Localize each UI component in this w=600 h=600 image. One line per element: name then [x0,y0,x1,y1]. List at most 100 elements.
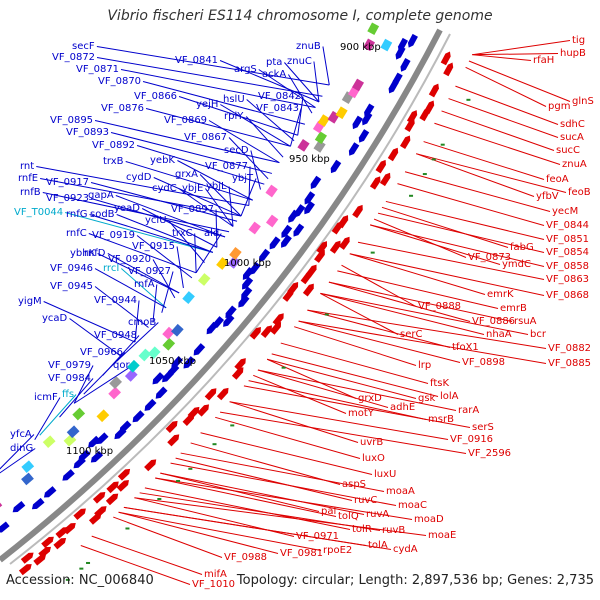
gene-arrow-plus [0,521,10,533]
gene-arrow-minus [20,552,34,564]
leader-line [160,472,320,512]
leader-line [434,122,561,165]
leader-line [161,271,174,313]
leader-line [40,178,242,217]
map-title: Vibrio fischeri ES114 chromosome I, comp… [107,8,493,24]
leader-line [423,141,545,180]
gene-label: nhaA [486,329,512,340]
gene-arrow-minus [369,176,381,190]
gene-arrow-plus [88,435,101,448]
leader-line [258,69,316,108]
gene-arrow-minus [231,367,244,380]
gene-arrow-plus [397,37,409,52]
gene-arrow-plus [362,111,373,126]
gene-label: tolA [368,540,388,551]
gene-label: aspS [342,479,366,490]
leader-line [287,74,313,114]
annotation-block [248,221,261,235]
leader-line [118,511,322,551]
leader-line [91,535,203,575]
gene-label: tolQ [338,511,359,522]
tick-mark [422,173,427,176]
gene-label: trxC [172,228,193,239]
gene-label: VF_0872 [52,52,95,63]
gene-arrow-plus [259,248,271,262]
tick-mark [86,561,91,564]
annotation-block [229,247,242,260]
leader-line [328,281,471,322]
annotation-block [297,139,310,152]
gene-arrow-minus [352,204,363,219]
leader-line [448,98,559,138]
gene-label: VF_0888 [418,301,461,312]
gene-label: VF_2596 [468,448,511,459]
gene-label: pta [266,57,282,68]
leader-line [134,497,427,536]
leader-line [381,206,509,248]
leader-line [177,160,253,201]
leader-line [220,104,291,147]
gene-arrow-plus [281,224,293,238]
leader-line [257,369,389,408]
gene-arrow-minus [117,468,131,481]
annotation-block [0,499,3,512]
gene-arrow-minus [73,508,86,521]
leader-line [219,411,467,454]
leader-line [120,268,167,309]
gene-label: VF_0944 [94,295,137,306]
gene-arrow-minus [269,321,282,335]
leader-line [152,259,176,299]
gene-label: dinG [10,443,33,454]
leader-line [113,516,223,558]
gene-label: ybjT [232,173,254,184]
gene-label: VF_0842 [258,91,301,102]
leader-line [385,200,545,240]
leader-line [34,397,61,440]
annotation-block [21,472,34,486]
gene-label: VF_0971 [296,531,339,542]
gene-label: VF_0920 [108,254,151,265]
leader-line [199,174,242,217]
gene-arrow-minus [337,215,349,229]
gene-label: tig [572,35,585,46]
gene-label: moaA [386,486,415,497]
gene-label: uvrB [360,437,383,448]
gene-arrow-minus [197,404,210,417]
gene-arrow-plus [310,175,322,190]
gene-label: VF_0870 [98,76,141,87]
gene-label: VF_0895 [50,115,93,126]
leader-line [80,545,191,585]
gene-label: yebK [150,155,175,166]
gene-label: moaC [398,500,427,511]
tick-label: 1050 kbp [149,356,196,367]
leader-line [280,342,429,384]
gene-arrow-plus [294,204,306,218]
gene-label: VF_0867 [184,132,227,143]
leader-line [134,300,140,343]
gene-arrow-plus [281,234,292,248]
gene-label: VF_T0044 [14,207,63,218]
gene-arrow-plus [152,372,165,385]
gene-label: ald [204,228,219,239]
gene-arrow-minus [41,536,54,549]
leader-line [160,472,365,515]
tick-mark [370,251,375,254]
gene-label: yigM [18,296,42,307]
gene-label: msrB [428,414,454,425]
gene-arrow-minus [272,313,284,327]
gene-arrow-minus [187,406,200,420]
gene-label: VF_0915 [132,241,175,252]
annotation-block [182,291,195,304]
leader-line [472,40,571,56]
gene-label: tolR [352,524,372,535]
leader-line [357,241,545,280]
gene-label: rnfD [84,248,106,259]
gene-label: ybjL [206,181,227,192]
leader-line [322,46,330,86]
gene-arrow-minus [105,493,119,506]
gene-label: znuB [296,41,321,52]
leader-line [145,108,291,147]
gene-label: gsk [418,393,436,404]
gene-arrow-minus [63,522,76,535]
leader-line [116,214,213,253]
